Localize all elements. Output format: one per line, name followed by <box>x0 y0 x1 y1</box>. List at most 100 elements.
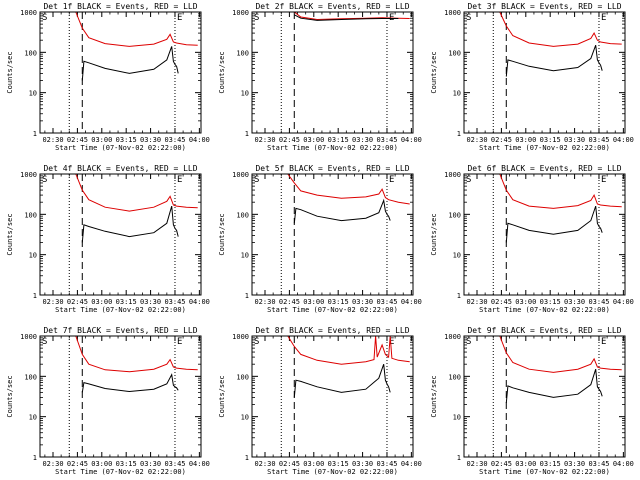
x-axis-label: Start Time (07-Nov-02 02:22:00) <box>267 306 398 314</box>
x-tick-label: 03:30 <box>352 298 373 306</box>
x-tick-label: 02:30 <box>254 298 275 306</box>
x-axis-label: Start Time (07-Nov-02 02:22:00) <box>267 144 398 152</box>
y-axis-label: Counts/sec <box>218 213 226 255</box>
x-tick-label: 02:45 <box>279 460 300 468</box>
x-tick-label: 02:30 <box>466 298 487 306</box>
x-axis-label: Start Time (07-Nov-02 02:22:00) <box>479 144 610 152</box>
end-marker-label: E <box>601 337 606 347</box>
plot-frame <box>251 335 414 458</box>
y-tick-label: 1 <box>245 130 249 138</box>
x-axis-label: Start Time (07-Nov-02 02:22:00) <box>55 144 186 152</box>
start-marker-label: S <box>42 13 47 23</box>
x-tick-label: 04:00 <box>613 460 634 468</box>
x-tick-label: 03:15 <box>328 136 349 144</box>
y-axis-label: Counts/sec <box>218 375 226 417</box>
x-tick-label: 04:00 <box>401 460 422 468</box>
series-line-events <box>81 205 179 243</box>
start-marker-label: S <box>466 337 471 347</box>
y-tick-label: 10 <box>29 90 37 98</box>
x-tick-label: 02:45 <box>67 460 88 468</box>
panel-title: Det 8f BLACK = Events, RED = LLD <box>255 326 409 335</box>
plot-frame <box>463 11 626 134</box>
plot-frame <box>463 173 626 296</box>
x-tick-label: 04:00 <box>401 298 422 306</box>
panel-det-2: Det 2f BLACK = Events, RED = LLD Counts/s… <box>218 2 422 152</box>
series-line-events <box>294 14 399 21</box>
y-tick-label: 1000 <box>232 333 249 341</box>
x-tick-label: 02:45 <box>67 298 88 306</box>
panel-det-3: Det 3f BLACK = Events, RED = LLD Counts/s… <box>430 2 634 152</box>
y-tick-label: 10 <box>29 414 37 422</box>
panel-det-1: Det 1f BLACK = Events, RED = LLD Counts/s… <box>6 2 210 152</box>
panel-title: Det 5f BLACK = Events, RED = LLD <box>255 164 409 173</box>
x-tick-label: 03:00 <box>515 460 536 468</box>
x-tick-label: 03:45 <box>164 136 185 144</box>
x-tick-label: 04:00 <box>189 136 210 144</box>
y-tick-label: 1 <box>457 292 461 300</box>
y-tick-label: 10 <box>241 90 249 98</box>
x-tick-label: 02:45 <box>491 136 512 144</box>
end-marker-label: E <box>601 175 606 185</box>
x-tick-label: 03:45 <box>588 298 609 306</box>
x-tick-label: 02:30 <box>42 460 63 468</box>
x-tick-label: 03:45 <box>588 460 609 468</box>
panel-det-4: Det 4f BLACK = Events, RED = LLD Counts/s… <box>6 164 210 314</box>
end-marker-label: E <box>177 13 182 23</box>
x-tick-label: 03:15 <box>540 460 561 468</box>
y-tick-label: 100 <box>448 373 461 381</box>
x-tick-label: 02:30 <box>42 136 63 144</box>
x-tick-label: 03:45 <box>376 136 397 144</box>
y-tick-label: 10 <box>453 252 461 260</box>
x-tick-label: 04:00 <box>401 136 422 144</box>
x-tick-label: 02:45 <box>279 136 300 144</box>
y-tick-label: 1 <box>245 292 249 300</box>
x-tick-label: 02:30 <box>466 136 487 144</box>
x-tick-label: 02:30 <box>466 460 487 468</box>
panel-det-6: Det 6f BLACK = Events, RED = LLD Counts/s… <box>430 164 634 314</box>
panel-title: Det 1f BLACK = Events, RED = LLD <box>43 2 197 11</box>
y-tick-label: 100 <box>236 211 249 219</box>
x-tick-label: 03:15 <box>116 298 137 306</box>
x-tick-label: 03:15 <box>540 136 561 144</box>
y-tick-label: 1 <box>245 454 249 462</box>
series-line-events <box>505 369 603 403</box>
series-line-lld <box>75 173 198 212</box>
x-tick-label: 03:45 <box>164 298 185 306</box>
y-tick-label: 10 <box>453 414 461 422</box>
x-tick-label: 03:30 <box>140 298 161 306</box>
y-tick-label: 1 <box>457 130 461 138</box>
x-tick-label: 03:15 <box>328 460 349 468</box>
plot-frame <box>463 335 626 458</box>
x-tick-label: 03:00 <box>91 460 112 468</box>
panel-det-7: Det 7f BLACK = Events, RED = LLD Counts/s… <box>6 326 210 476</box>
x-tick-label: 03:00 <box>91 136 112 144</box>
plot-frame <box>251 173 414 296</box>
start-marker-label: S <box>42 175 47 185</box>
x-tick-label: 03:15 <box>116 460 137 468</box>
start-marker-label: S <box>466 13 471 23</box>
series-line-events <box>505 45 603 77</box>
panel-title: Det 9f BLACK = Events, RED = LLD <box>467 326 621 335</box>
y-tick-label: 1000 <box>232 171 249 179</box>
panel-title: Det 7f BLACK = Events, RED = LLD <box>43 326 197 335</box>
x-tick-label: 03:45 <box>376 298 397 306</box>
x-tick-label: 03:15 <box>116 136 137 144</box>
y-tick-label: 100 <box>236 373 249 381</box>
x-tick-label: 03:00 <box>515 136 536 144</box>
y-tick-label: 1000 <box>20 9 37 17</box>
start-marker-label: S <box>254 13 259 23</box>
panel-title: Det 3f BLACK = Events, RED = LLD <box>467 2 621 11</box>
x-tick-label: 03:30 <box>140 136 161 144</box>
plot-frame <box>39 335 202 458</box>
x-tick-label: 04:00 <box>613 298 634 306</box>
panel-title: Det 6f BLACK = Events, RED = LLD <box>467 164 621 173</box>
start-marker-label: S <box>466 175 471 185</box>
series-line-lld <box>499 11 622 47</box>
x-tick-label: 02:45 <box>279 298 300 306</box>
y-tick-label: 100 <box>24 373 37 381</box>
x-tick-label: 03:30 <box>564 460 585 468</box>
x-tick-label: 03:45 <box>588 136 609 144</box>
y-axis-label: Counts/sec <box>6 213 14 255</box>
end-marker-label: E <box>389 175 394 185</box>
